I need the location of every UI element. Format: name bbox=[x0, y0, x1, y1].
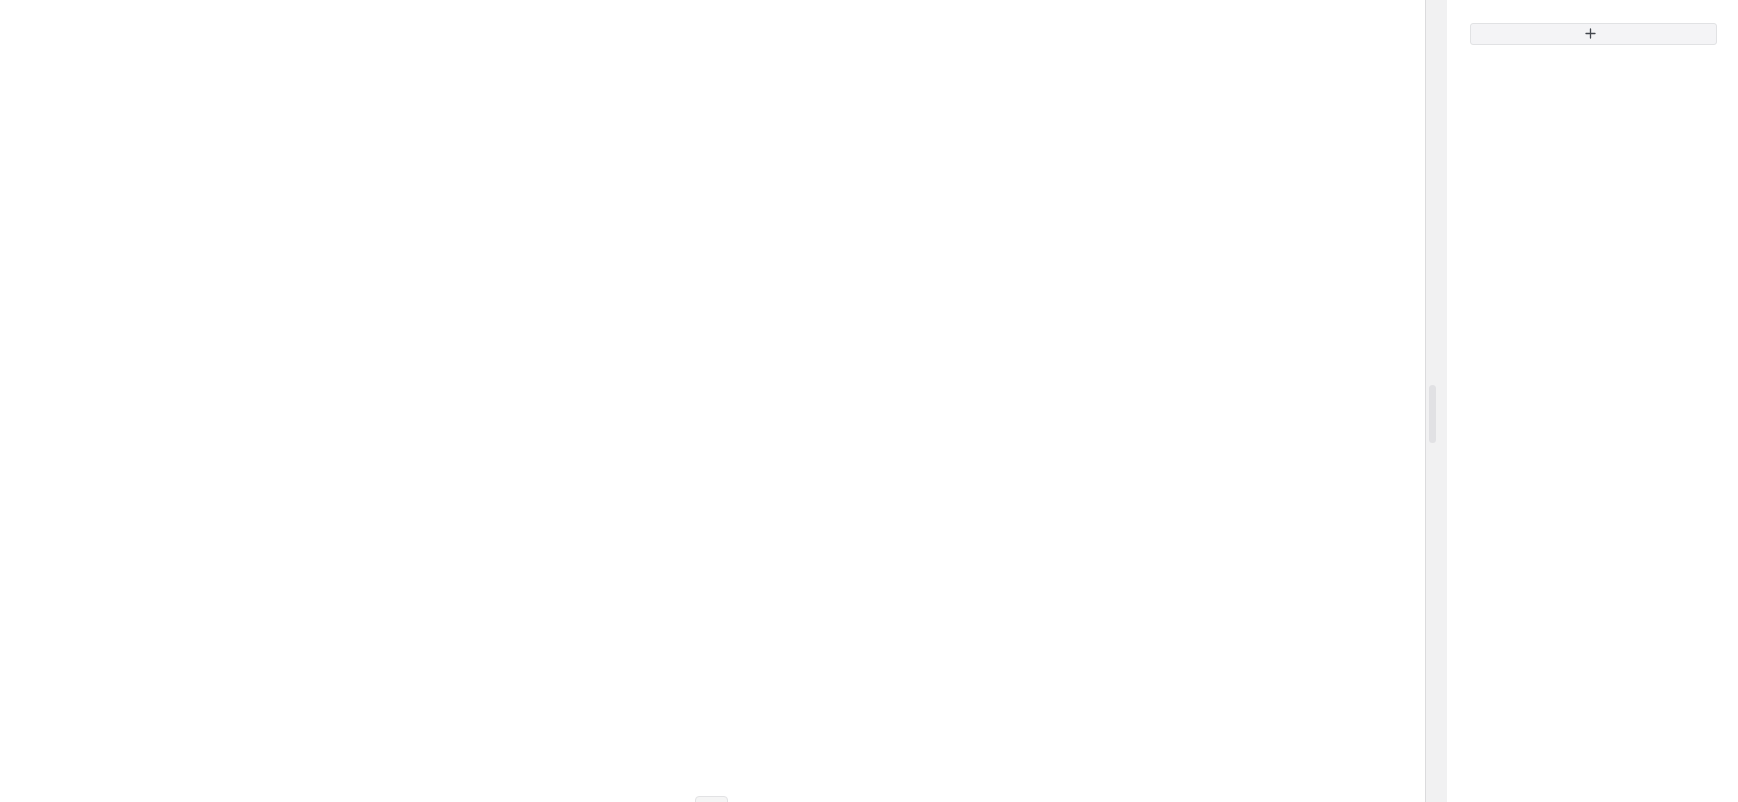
plus-icon bbox=[1585, 27, 1596, 42]
panel-resize-handle[interactable] bbox=[695, 796, 728, 802]
scrollbar-track[interactable] bbox=[1425, 0, 1447, 802]
add-threshold-button[interactable] bbox=[1470, 23, 1717, 45]
scrollbar-thumb[interactable] bbox=[1429, 385, 1436, 443]
options-panel bbox=[1447, 0, 1738, 802]
thresholds-section bbox=[1470, 23, 1717, 45]
bar-gauge-panel bbox=[0, 0, 1425, 802]
